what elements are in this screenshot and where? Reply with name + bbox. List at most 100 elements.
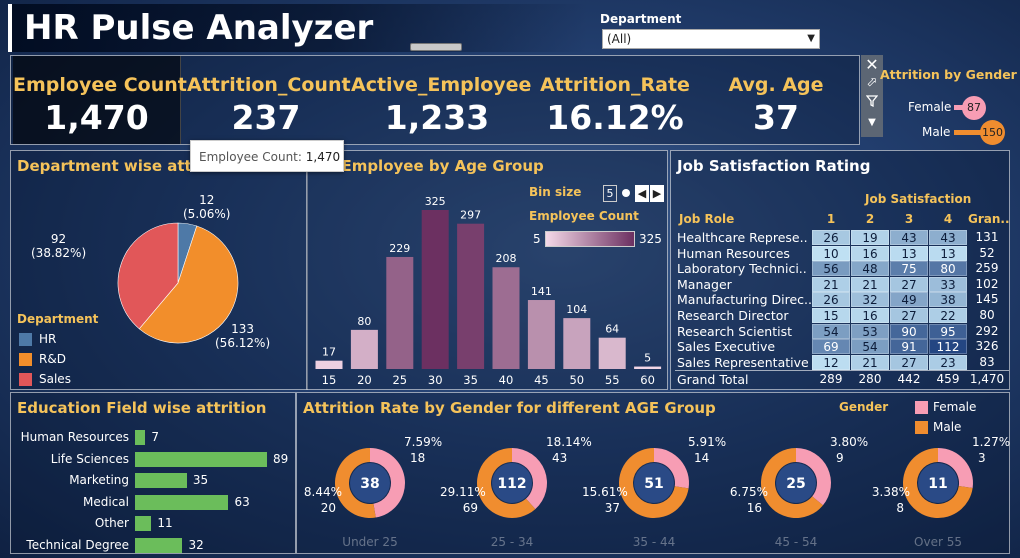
heatmap-cell[interactable]: 27 bbox=[890, 276, 928, 292]
donut-segment-female[interactable] bbox=[938, 448, 973, 488]
heatmap-cell[interactable]: 49 bbox=[890, 292, 928, 308]
heatmap-cell[interactable]: 21 bbox=[812, 276, 850, 292]
age-bar[interactable] bbox=[598, 337, 626, 369]
gender-bubble-male[interactable]: 150 bbox=[980, 120, 1005, 145]
age-bar[interactable] bbox=[386, 256, 414, 369]
kpi-value: 237 bbox=[231, 98, 301, 137]
edu-bar[interactable] bbox=[135, 473, 187, 489]
legend-swatch-male[interactable] bbox=[915, 421, 928, 434]
legend-swatch-sales[interactable] bbox=[19, 373, 32, 386]
heatmap-cell[interactable]: 48 bbox=[851, 261, 889, 277]
age-bar[interactable] bbox=[634, 366, 662, 369]
department-attrition-panel: Department wise attrition 12 (5.06%) 133… bbox=[10, 150, 308, 390]
heatmap-cell[interactable]: 16 bbox=[851, 245, 889, 261]
age-bar[interactable] bbox=[315, 360, 343, 369]
edu-bar[interactable] bbox=[135, 494, 229, 510]
heatmap-cell[interactable]: 12 bbox=[812, 354, 850, 370]
heatmap-cell[interactable]: 21 bbox=[851, 276, 889, 292]
heatmap-cell[interactable]: 56 bbox=[812, 261, 850, 277]
age-bar[interactable] bbox=[563, 318, 591, 369]
donut-segment-male[interactable] bbox=[335, 448, 376, 518]
age-bar[interactable] bbox=[457, 223, 485, 369]
age-bar-label: 208 bbox=[496, 252, 517, 265]
heatmap-cell[interactable]: 27 bbox=[890, 308, 928, 323]
pie-slice-rd[interactable] bbox=[138, 225, 239, 344]
filter-icon[interactable] bbox=[861, 95, 883, 111]
heatmap-cell[interactable]: 10 bbox=[812, 245, 850, 261]
heatmap-cell[interactable]: 90 bbox=[890, 323, 928, 339]
kpi-label: Avg. Age bbox=[728, 74, 824, 96]
heatmap-cell[interactable]: 33 bbox=[929, 276, 967, 292]
kpi-label: Employee Count bbox=[13, 74, 187, 96]
donut-segment-male[interactable] bbox=[761, 448, 823, 518]
age-bar[interactable] bbox=[350, 329, 378, 369]
kpi-employee-count[interactable]: Employee Count 1,470 bbox=[13, 56, 187, 144]
donut-segment-male[interactable] bbox=[619, 448, 689, 518]
heatmap-cell[interactable]: 21 bbox=[851, 354, 889, 370]
kpi-active-employee[interactable]: Active_Employee 1,233 bbox=[351, 56, 531, 144]
heatmap-cell[interactable]: 54 bbox=[812, 323, 850, 339]
heatmap-cell[interactable]: 43 bbox=[890, 230, 928, 245]
donut-segment-female[interactable] bbox=[370, 448, 405, 518]
chevron-right-icon[interactable]: ▶ bbox=[650, 185, 664, 202]
menu-icon[interactable]: ▼ bbox=[868, 117, 876, 128]
drag-handle[interactable] bbox=[410, 43, 462, 51]
heatmap-cell[interactable]: 16 bbox=[851, 308, 889, 323]
heatmap-cell[interactable]: 22 bbox=[929, 308, 967, 323]
popout-icon[interactable]: ⬀ bbox=[866, 75, 878, 90]
donut-segment-male[interactable] bbox=[903, 448, 973, 518]
bin-size-slider-thumb[interactable] bbox=[622, 189, 630, 197]
age-bar-label: 229 bbox=[389, 242, 410, 255]
heatmap-cell[interactable]: 80 bbox=[929, 261, 967, 277]
department-select[interactable]: (All) ▼ bbox=[602, 29, 820, 49]
kpi-attrition-count[interactable]: Attrition_Count 237 bbox=[187, 56, 351, 144]
close-icon[interactable]: ✕ bbox=[865, 55, 879, 74]
pie-label-sales-pct: (38.82%) bbox=[31, 246, 87, 260]
edu-bar[interactable] bbox=[135, 538, 183, 553]
legend-swatch-female[interactable] bbox=[915, 401, 928, 414]
heatmap-cell[interactable]: 26 bbox=[812, 230, 850, 245]
edu-bar[interactable] bbox=[135, 516, 152, 532]
heatmap-cell[interactable]: 32 bbox=[851, 292, 889, 308]
gender-bubble-female[interactable]: 87 bbox=[962, 96, 986, 120]
heatmap-cell[interactable]: 23 bbox=[929, 354, 967, 370]
heatmap-cell[interactable]: 27 bbox=[890, 354, 928, 370]
heatmap-cell[interactable]: 53 bbox=[851, 323, 889, 339]
heatmap-cell[interactable]: 19 bbox=[851, 230, 889, 245]
heatmap-cell[interactable]: 54 bbox=[851, 339, 889, 355]
heatmap-cell[interactable]: 95 bbox=[929, 323, 967, 339]
kpi-attrition-rate[interactable]: Attrition_Rate 16.12% bbox=[531, 56, 699, 144]
chevron-left-icon[interactable]: ◀ bbox=[635, 185, 649, 202]
donut-segment-female[interactable] bbox=[654, 448, 689, 489]
heatmap-cell[interactable]: 75 bbox=[890, 261, 928, 277]
age-bar[interactable] bbox=[492, 267, 520, 369]
pie-slice-sales[interactable] bbox=[117, 222, 179, 330]
kpi-label: Attrition_Rate bbox=[540, 74, 690, 96]
heatmap-cell[interactable]: 91 bbox=[890, 339, 928, 355]
heatmap-cell[interactable]: 15 bbox=[812, 308, 850, 323]
heatmap-cell[interactable]: 13 bbox=[929, 245, 967, 261]
donut-total: 112 bbox=[497, 476, 526, 492]
heatmap-cell[interactable]: 112 bbox=[929, 339, 967, 355]
gender-bar-male[interactable] bbox=[954, 130, 986, 135]
heatmap-cell[interactable]: 43 bbox=[929, 230, 967, 245]
donut-segment-female[interactable] bbox=[512, 448, 547, 510]
heatmap-cell[interactable]: 26 bbox=[812, 292, 850, 308]
gender-bar-female[interactable] bbox=[954, 105, 968, 110]
heatmap-cell[interactable]: 38 bbox=[929, 292, 967, 308]
donut-female-pct: 1.27% bbox=[972, 435, 1011, 449]
legend-swatch-rd[interactable] bbox=[19, 353, 32, 366]
age-bar[interactable] bbox=[421, 210, 449, 369]
heatmap-cell[interactable]: 69 bbox=[812, 339, 850, 355]
donut-segment-male[interactable] bbox=[477, 448, 536, 518]
legend-swatch-hr[interactable] bbox=[19, 333, 32, 346]
edu-bar[interactable] bbox=[135, 451, 267, 467]
row-total: 131 bbox=[975, 230, 999, 244]
age-bar[interactable] bbox=[527, 300, 555, 369]
donut-age-label: Over 55 bbox=[914, 535, 962, 549]
heatmap-cell[interactable]: 13 bbox=[890, 245, 928, 261]
bin-size-input[interactable]: 5 bbox=[603, 185, 617, 202]
kpi-avg-age[interactable]: Avg. Age 37 bbox=[711, 56, 841, 144]
donut-segment-female[interactable] bbox=[796, 448, 831, 506]
edu-bar[interactable] bbox=[135, 430, 146, 445]
